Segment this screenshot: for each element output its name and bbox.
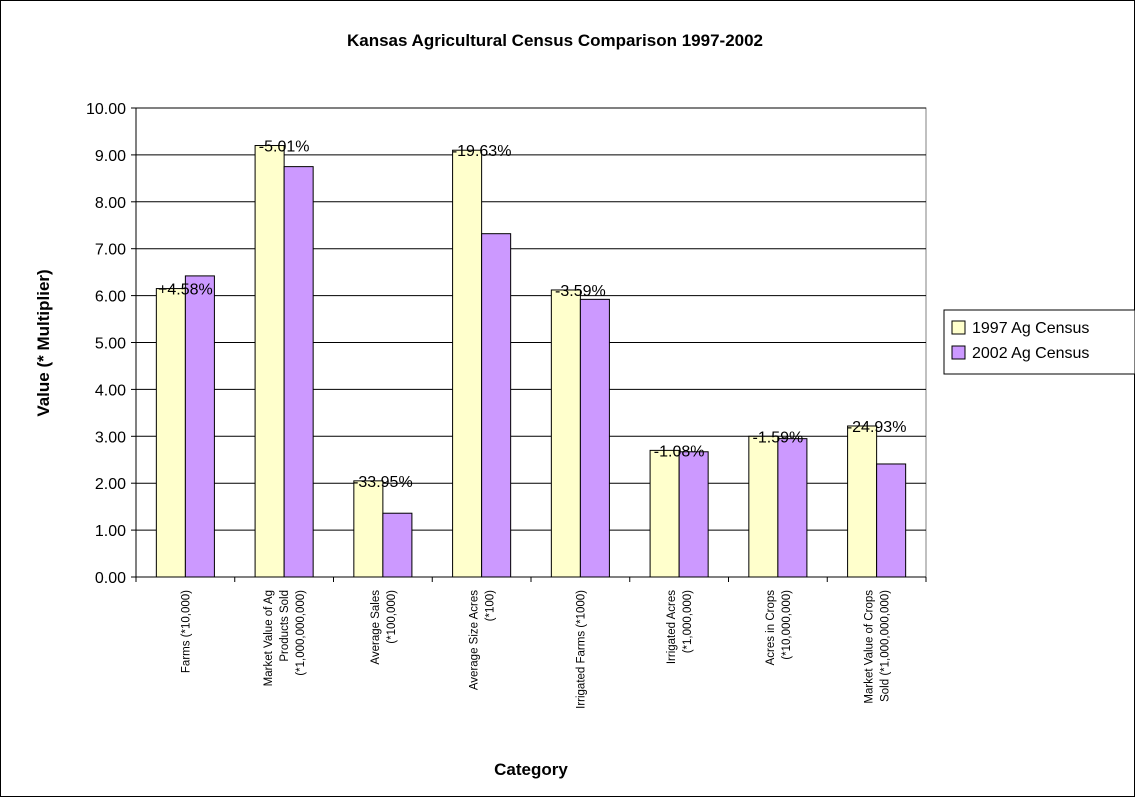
svg-text:Irrigated Acres: Irrigated Acres xyxy=(666,590,678,664)
bar-2002-0 xyxy=(184,275,215,578)
svg-text:Market Value of Ag: Market Value of Ag xyxy=(263,590,275,686)
svg-text:Average Size Acres: Average Size Acres xyxy=(469,590,481,690)
data-label: -24.93% xyxy=(847,419,907,436)
bar-1997-0 xyxy=(155,288,186,578)
y-tick-label: 0.00 xyxy=(95,570,126,587)
y-axis-title: Value (* Multiplier) xyxy=(34,269,53,416)
bar-1997-6 xyxy=(748,435,779,578)
x-tick-label: Irrigated Acres (*1,000,000) xyxy=(666,590,694,664)
y-axis-ticks: 0.00 1.00 2.00 3.00 4.00 5.00 6.00 7.00 8.00 9.00… xyxy=(86,101,136,587)
bar-2002-7 xyxy=(876,463,907,578)
svg-text:(*100): (*100) xyxy=(485,590,497,621)
data-label: -19.63% xyxy=(452,143,512,160)
svg-text:Products Sold: Products Sold xyxy=(279,590,291,662)
bar-1997-2 xyxy=(353,480,384,578)
y-tick-label: 5.00 xyxy=(95,336,126,353)
y-tick-label: 1.00 xyxy=(95,523,126,540)
x-tick-label: Farms (*10,000) xyxy=(180,590,192,673)
y-tick-label: 6.00 xyxy=(95,289,126,306)
data-label: -1.59% xyxy=(753,429,804,446)
x-tick-label: Market Value of Ag Products Sold (*1,000,0… xyxy=(263,590,307,686)
x-tick-label: Irrigated Farms (*1000) xyxy=(575,590,587,709)
bar-1997-7 xyxy=(847,425,878,578)
svg-text:Farms (*10,000): Farms (*10,000) xyxy=(180,590,192,673)
bar-1997-5 xyxy=(649,449,680,578)
legend-label: 1997 Ag Census xyxy=(972,320,1089,337)
bar-2002-4 xyxy=(579,298,610,578)
bar-2002-6 xyxy=(777,438,808,578)
svg-text:Average Sales: Average Sales xyxy=(370,590,382,665)
x-tick-label: Market Value of Crops Sold (*1,000,000,00… xyxy=(864,590,892,704)
svg-text:(*100,000): (*100,000) xyxy=(386,590,398,644)
legend-swatch xyxy=(951,320,966,335)
y-tick-label: 8.00 xyxy=(95,195,126,212)
svg-text:Acres in Crops: Acres in Crops xyxy=(765,590,777,666)
svg-text:(*1,000,000): (*1,000,000) xyxy=(682,590,694,653)
svg-text:Market Value of Crops: Market Value of Crops xyxy=(864,590,876,704)
data-label: -3.59% xyxy=(555,283,606,300)
data-label: -33.95% xyxy=(353,474,413,491)
bar-2002-5 xyxy=(678,451,709,578)
y-tick-label: 7.00 xyxy=(95,242,126,259)
legend-swatch xyxy=(951,345,966,360)
svg-text:Sold (*1,000,000,000): Sold (*1,000,000,000) xyxy=(880,590,892,702)
y-tick-label: 2.00 xyxy=(95,476,126,493)
data-labels: +4.58% -5.01% -33.95% -19.63% -3.59% -1.08% -1… xyxy=(158,139,906,491)
legend: 1997 Ag Census 2002 Ag Census xyxy=(943,309,1135,375)
bar-1997-4 xyxy=(550,289,581,578)
y-tick-label: 9.00 xyxy=(95,148,126,165)
x-tick-label: Average Size Acres (*100) xyxy=(469,590,497,690)
legend-box xyxy=(943,309,1135,375)
y-tick-label: 3.00 xyxy=(95,429,126,446)
bar-2002-1 xyxy=(283,166,314,578)
x-axis-ticks: Farms (*10,000) Market Value of Ag Product… xyxy=(135,577,927,709)
y-tick-label: 10.00 xyxy=(86,101,126,118)
x-tick-label: Average Sales (*100,000) xyxy=(370,590,398,665)
x-axis-title: Category xyxy=(494,760,568,779)
x-tick-label: Acres in Crops (*10,000,000) xyxy=(765,590,793,666)
y-tick-label: 4.00 xyxy=(95,382,126,399)
data-label: +4.58% xyxy=(158,282,213,299)
bars xyxy=(155,145,907,578)
bar-1997-3 xyxy=(452,149,483,578)
svg-text:Irrigated Farms (*1000): Irrigated Farms (*1000) xyxy=(575,590,587,709)
data-label: -5.01% xyxy=(259,139,310,156)
svg-text:(*1,000,000,000): (*1,000,000,000) xyxy=(295,590,307,676)
bar-1997-1 xyxy=(254,145,285,578)
bar-2002-3 xyxy=(481,233,512,578)
svg-text:(*10,000,000): (*10,000,000) xyxy=(781,590,793,660)
bar-2002-2 xyxy=(382,512,413,578)
data-label: -1.08% xyxy=(654,443,705,460)
chart-title: Kansas Agricultural Census Comparison 19… xyxy=(347,31,763,50)
legend-label: 2002 Ag Census xyxy=(972,345,1089,362)
